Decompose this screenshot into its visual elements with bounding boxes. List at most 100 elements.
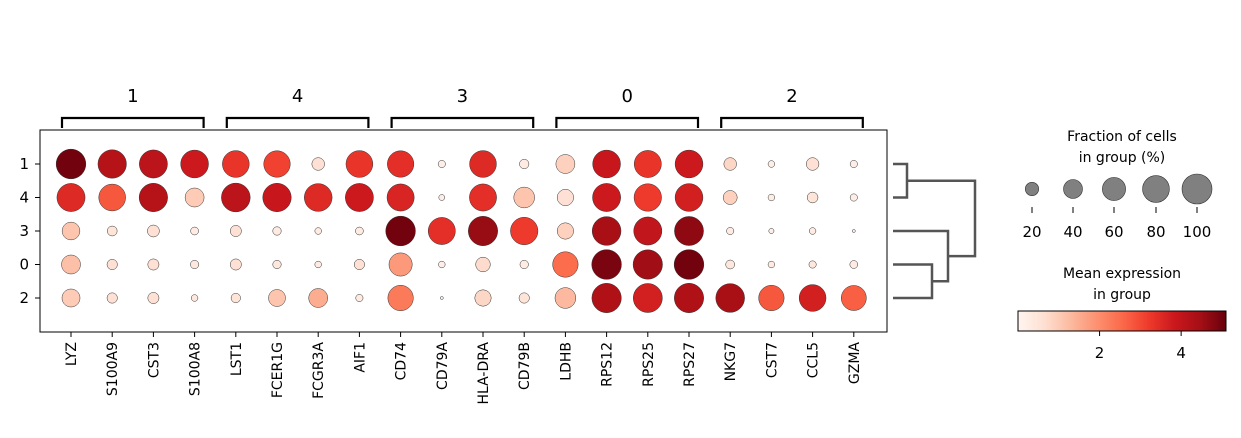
size-legend-label: 40 — [1063, 223, 1082, 241]
dot-1-LST1 — [222, 150, 250, 178]
x-tick-label: FCER1G — [270, 342, 286, 398]
dot-2-CD79A — [440, 296, 444, 300]
x-axis: LYZ S100A9 CST3 S100A8 LST1 FCER1G FCGR3A AIF1 C… — [64, 332, 863, 405]
dot-3-S100A9 — [106, 225, 118, 237]
x-tick-label: HLA-DRA — [476, 342, 492, 405]
dot-2-S100A8 — [191, 294, 199, 302]
gene-group-bracket — [390, 116, 535, 128]
y-tick-label: 2 — [19, 289, 29, 307]
gene-group-bracket — [225, 116, 370, 128]
color-legend-title: Mean expression — [1063, 266, 1181, 282]
dot-4-FCER1G — [262, 183, 292, 212]
x-tick-label: CD79A — [435, 342, 451, 390]
dot-3-CST3 — [147, 224, 160, 238]
size-legend-title: in group (%) — [1079, 150, 1166, 166]
dot-0-S100A9 — [106, 259, 118, 270]
x-tick-label: LST1 — [229, 342, 245, 376]
dot-2-RPS25 — [633, 283, 663, 313]
dot-4-S100A8 — [184, 187, 205, 208]
dot-3-HLA-DRA — [468, 216, 498, 246]
dot-0-HLA-DRA — [475, 256, 491, 273]
dot-2-S100A9 — [106, 292, 118, 304]
dot-2-CCL5 — [798, 284, 827, 312]
dot-3-LST1 — [229, 225, 242, 237]
dot-3-LDHB — [556, 222, 574, 240]
dot-4-CD79A — [438, 194, 446, 201]
dot-1-HLA-DRA — [469, 150, 497, 178]
dot-1-CD79B — [519, 159, 530, 169]
size-legend-dot — [1024, 181, 1040, 197]
dot-2-RPS27 — [674, 283, 704, 313]
dot-2-LST1 — [230, 293, 241, 303]
dot-2-FCGR3A — [308, 288, 328, 308]
size-legend: Fraction of cells in group (%) 20 40 60 80 100 — [1022, 129, 1213, 241]
dot-0-LYZ — [61, 254, 81, 275]
dot-0-FCER1G — [272, 260, 282, 269]
x-tick-label: CST7 — [764, 342, 780, 378]
dot-4-RPS25 — [633, 183, 662, 212]
x-tick-label: RPS27 — [682, 342, 698, 387]
gene-group-label: 1 — [127, 86, 138, 107]
dot-4-CST7 — [767, 193, 776, 202]
gene-group-label: 2 — [786, 86, 797, 107]
x-tick-label: S100A8 — [188, 342, 204, 396]
size-legend-dot — [1181, 173, 1213, 205]
dot-2-CST7 — [758, 285, 785, 311]
dot-2-LYZ — [61, 288, 81, 308]
gene-group-bracket — [60, 116, 205, 128]
dot-3-CCL5 — [809, 227, 817, 235]
colorbar-tick-label: 4 — [1176, 344, 1186, 362]
dot-0-CD79A — [438, 260, 446, 269]
y-axis: 1 4 3 0 2 — [19, 155, 40, 307]
dot-0-CCL5 — [808, 260, 817, 269]
dot-3-RPS25 — [633, 216, 663, 246]
colorbar-tick-label: 2 — [1095, 344, 1105, 362]
gene-group-label: 3 — [457, 86, 468, 107]
x-tick-label: S100A9 — [105, 342, 121, 396]
x-tick-label: CD74 — [394, 342, 410, 380]
size-legend-label: 100 — [1183, 223, 1212, 241]
x-tick-label: LYZ — [64, 342, 80, 366]
dot-4-CST3 — [138, 183, 168, 212]
color-legend: Mean expression in group 2 4 — [1017, 266, 1227, 362]
colorbar — [1017, 310, 1227, 332]
dot-3-FCER1G — [272, 226, 282, 236]
dot-1-CST3 — [139, 149, 168, 179]
dot-0-RPS12 — [591, 249, 622, 280]
dot-3-AIF1 — [355, 226, 364, 236]
size-legend-label: 60 — [1104, 223, 1123, 241]
dot-2-CST3 — [147, 292, 160, 304]
dot-4-LDHB — [556, 189, 574, 206]
size-legend-dot — [1142, 175, 1170, 203]
dot-3-RPS27 — [674, 216, 704, 246]
dot-3-LYZ — [61, 221, 81, 241]
dot-2-LDHB — [554, 287, 577, 309]
dot-1-NKG7 — [723, 157, 737, 171]
dot-1-LDHB — [555, 154, 576, 174]
dot-1-RPS27 — [674, 149, 704, 179]
y-tick-label: 3 — [19, 222, 29, 240]
dot-2-CD79B — [518, 292, 530, 304]
y-tick-label: 4 — [19, 189, 29, 207]
dot-1-FCGR3A — [311, 157, 325, 171]
dot-0-RPS27 — [673, 249, 705, 280]
dot-4-GZMA — [849, 193, 858, 202]
dot-4-NKG7 — [722, 190, 738, 205]
dot-3-NKG7 — [726, 227, 735, 235]
dot-0-FCGR3A — [314, 260, 322, 269]
dot-3-CST7 — [768, 228, 775, 234]
dot-4-LYZ — [56, 183, 86, 212]
dot-1-CCL5 — [805, 157, 820, 171]
dot-0-S100A8 — [190, 260, 200, 269]
dendrogram-branch — [893, 162, 909, 199]
dendrogram-branch — [893, 229, 950, 283]
x-tick-label: CCL5 — [806, 342, 822, 378]
dot-4-LST1 — [221, 182, 251, 213]
dot-2-CD74 — [387, 285, 414, 311]
dot-3-S100A8 — [190, 226, 199, 236]
x-tick-label: FCGR3A — [311, 342, 327, 399]
dendrogram-branch — [893, 263, 934, 300]
x-tick-label: LDHB — [558, 342, 574, 381]
color-legend-title: in group — [1093, 287, 1151, 303]
